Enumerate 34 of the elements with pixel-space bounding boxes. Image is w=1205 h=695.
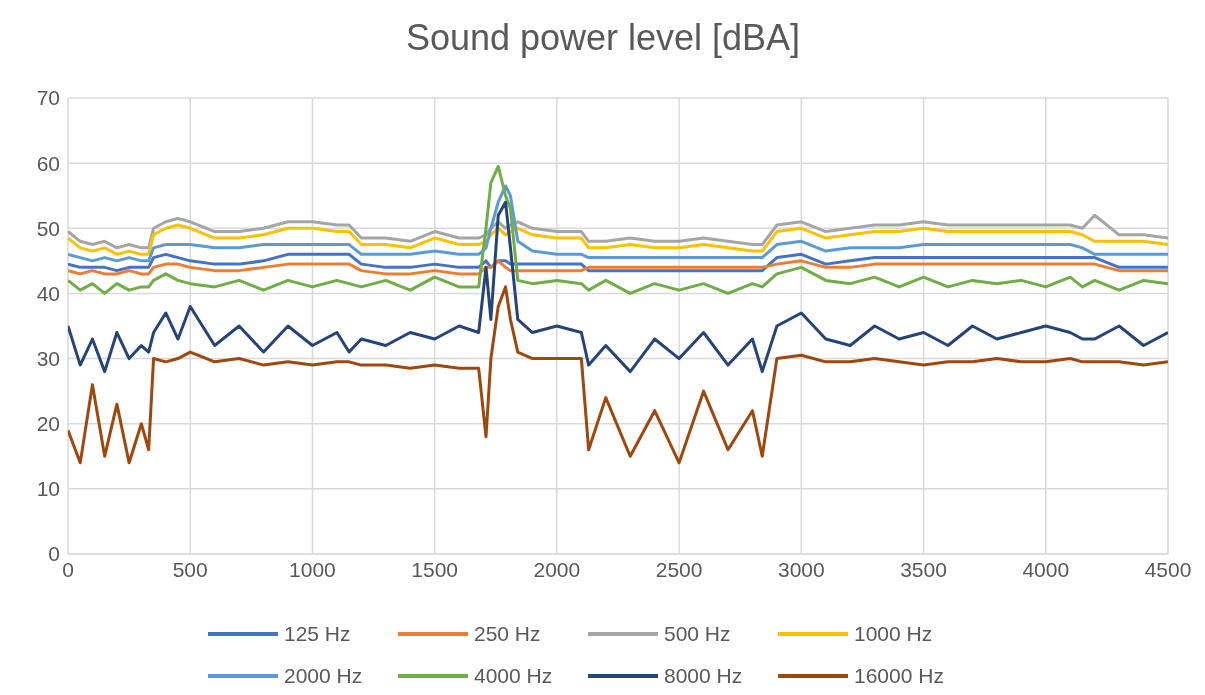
- legend-label: 16000 Hz: [854, 664, 944, 688]
- x-tick-label: 2000: [533, 557, 581, 581]
- legend-label: 4000 Hz: [474, 664, 553, 688]
- x-tick-label: 1500: [411, 557, 459, 581]
- x-tick-label: 500: [172, 557, 208, 581]
- x-tick-label: 2500: [655, 557, 703, 581]
- x-tick-label: 3500: [900, 557, 947, 581]
- line-series: [68, 213, 1168, 250]
- x-tick-label: 1000: [289, 557, 336, 581]
- legend-label: 500 Hz: [664, 622, 731, 646]
- line-series: [68, 259, 1168, 276]
- y-tick-label: 30: [36, 347, 60, 371]
- x-tick-label: 4000: [1022, 557, 1070, 581]
- line-series: [68, 285, 1168, 465]
- line-series: [68, 164, 1168, 295]
- y-tick-label: 20: [36, 412, 60, 436]
- chart-title: Sound power level [dBA]: [404, 16, 802, 60]
- legend-label: 2000 Hz: [284, 664, 363, 688]
- legend-label: 125 Hz: [284, 622, 351, 646]
- y-tick-label: 70: [36, 86, 60, 110]
- line-series: [68, 200, 1168, 374]
- legend-label: 1000 Hz: [854, 622, 933, 646]
- y-tick-label: 40: [36, 281, 60, 305]
- y-tick-label: 50: [36, 216, 60, 240]
- line-series: [68, 223, 1168, 256]
- legend-label: 250 Hz: [474, 622, 541, 646]
- y-tick-label: 0: [48, 542, 60, 566]
- line-series: [68, 184, 1168, 263]
- y-tick-label: 60: [36, 151, 60, 175]
- x-tick-label: 3000: [777, 557, 825, 581]
- x-tick-label: 4500: [1144, 557, 1192, 581]
- y-tick-label: 10: [36, 477, 60, 501]
- legend-label: 8000 Hz: [664, 664, 743, 688]
- line-series: [68, 252, 1168, 273]
